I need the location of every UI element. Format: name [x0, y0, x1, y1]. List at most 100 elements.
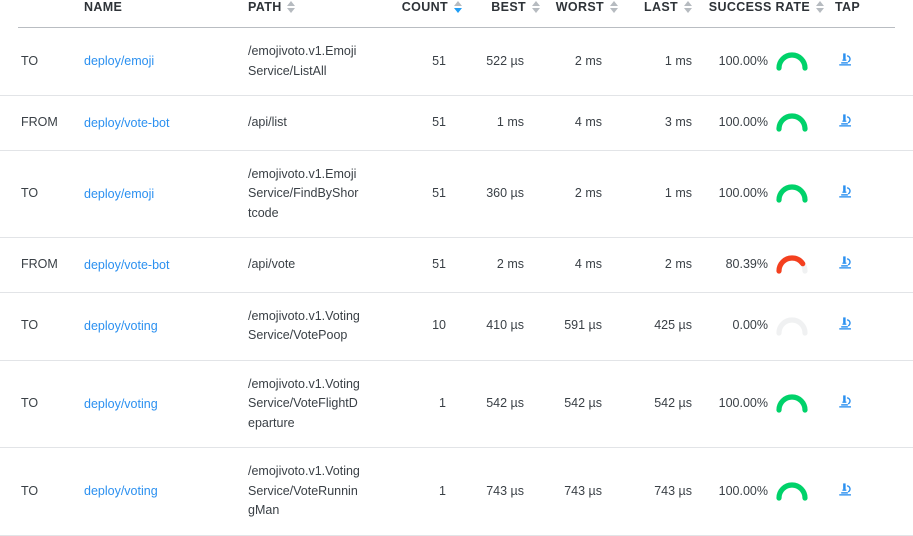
cell-name: deploy/voting [68, 447, 248, 536]
sort-toggle-best[interactable] [531, 1, 540, 13]
tap-button[interactable] [835, 313, 857, 335]
gauge-track [776, 316, 808, 336]
success-rate-value: 80.39% [725, 257, 768, 271]
success-rate-gauge [776, 255, 808, 274]
cell-tap [824, 150, 913, 238]
success-rate-gauge [776, 394, 808, 413]
tap-button[interactable] [835, 110, 857, 132]
cell-name: deploy/emoji [68, 28, 248, 96]
cell-tap [824, 447, 913, 536]
cell-path: /emojivoto.v1.VotingService/VotePoop [248, 292, 366, 361]
gauge-value-arc [776, 482, 808, 501]
cell-path: /emojivoto.v1.VotingService/VoteFlightDe… [248, 360, 366, 448]
cell-success-rate: 100.00% [692, 447, 824, 536]
microscope-icon [839, 53, 851, 66]
success-rate-gauge [776, 52, 808, 71]
success-rate-value: 0.00% [732, 318, 768, 333]
cell-path: /api/vote [248, 237, 366, 293]
success-rate-value: 100.00% [718, 483, 768, 498]
column-label-best: BEST [491, 0, 526, 14]
caret-up-icon [683, 1, 692, 6]
cell-name: deploy/emoji [68, 150, 248, 238]
cell-count: 10 [366, 292, 462, 361]
sort-toggle-worst[interactable] [609, 1, 618, 13]
resource-link[interactable]: deploy/voting [84, 484, 158, 498]
success-rate-gauge [776, 316, 808, 336]
cell-path: /emojivoto.v1.EmojiService/ListAll [248, 28, 366, 96]
cell-path: /emojivoto.v1.VotingService/VoteRunningM… [248, 447, 366, 536]
sort-toggle-count[interactable] [453, 1, 462, 13]
resource-link[interactable]: deploy/voting [84, 318, 158, 333]
table-row: TO deploy/emoji/emojivoto.v1.EmojiService… [0, 28, 913, 96]
microscope-icon [839, 114, 851, 127]
cell-name: deploy/voting [68, 292, 248, 361]
cell-count: 51 [366, 28, 462, 96]
cell-success-rate: 100.00% [692, 95, 824, 151]
caret-down-icon [683, 8, 692, 13]
cell-best: 360 µs [462, 150, 540, 238]
column-label-tap: TAP [835, 0, 861, 14]
cell-count: 1 [366, 360, 462, 448]
cell-count: 51 [366, 237, 462, 293]
table-row: FROM deploy/vote-bot/api/vote 51 2 ms 4 ms 2 … [0, 237, 913, 293]
cell-path: /api/list [248, 95, 366, 151]
success-rate-gauge [776, 113, 808, 132]
gauge-value-arc [776, 184, 808, 203]
caret-down-icon [531, 8, 540, 13]
success-rate-value: 100.00% [718, 53, 768, 68]
cell-last: 2 ms [618, 237, 692, 293]
table-body: TO deploy/emoji/emojivoto.v1.EmojiService… [0, 28, 913, 536]
tap-button[interactable] [835, 391, 857, 413]
caret-up-icon [287, 1, 296, 6]
cell-tap [824, 237, 913, 293]
cell-last: 743 µs [618, 447, 692, 536]
cell-worst: 591 µs [540, 292, 618, 361]
resource-link[interactable]: deploy/emoji [84, 54, 155, 69]
microscope-icon [839, 482, 851, 496]
resource-link[interactable]: deploy/emoji [84, 186, 155, 201]
tap-button[interactable] [835, 252, 857, 274]
column-label-success-rate: SUCCESS RATE [708, 0, 810, 14]
column-header-best[interactable]: BEST [462, 0, 540, 27]
caret-down-icon [287, 8, 296, 13]
sort-toggle-path[interactable] [287, 1, 296, 13]
column-header-direction [0, 0, 68, 27]
sort-toggle-success-rate[interactable] [815, 1, 824, 13]
column-header-success-rate[interactable]: SUCCESS RATE [692, 0, 824, 27]
table-row: TO deploy/voting/emojivoto.v1.VotingServi… [0, 360, 913, 448]
cell-best: 1 ms [462, 95, 540, 151]
tap-button[interactable] [835, 49, 857, 71]
column-header-count[interactable]: COUNT [366, 0, 462, 27]
sort-toggle-last[interactable] [683, 1, 692, 13]
cell-tap [824, 28, 913, 96]
cell-last: 425 µs [618, 292, 692, 361]
tap-button[interactable] [835, 479, 857, 501]
cell-success-rate: 100.00% [692, 150, 824, 238]
resource-link[interactable]: deploy/vote-bot [84, 115, 170, 130]
column-header-path[interactable]: PATH [248, 0, 366, 27]
cell-best: 522 µs [462, 28, 540, 96]
cell-name: deploy/vote-bot [68, 237, 248, 293]
cell-worst: 4 ms [540, 95, 618, 151]
cell-worst: 542 µs [540, 360, 618, 448]
cell-success-rate: 80.39% [692, 237, 824, 293]
cell-best: 743 µs [462, 447, 540, 536]
table-row: TO deploy/voting/emojivoto.v1.VotingServi… [0, 292, 913, 361]
cell-last: 1 ms [618, 150, 692, 238]
resource-link[interactable]: deploy/voting [84, 396, 158, 411]
column-header-last[interactable]: LAST [618, 0, 692, 27]
microscope-icon [839, 317, 851, 330]
divider-line [18, 27, 895, 28]
column-header-worst[interactable]: WORST [540, 0, 618, 27]
tap-button[interactable] [835, 181, 857, 203]
resource-link[interactable]: deploy/vote-bot [84, 257, 170, 272]
gauge-value-arc [776, 255, 808, 274]
table-row: TO deploy/voting/emojivoto.v1.VotingServi… [0, 447, 913, 536]
cell-direction: TO [0, 292, 68, 361]
column-label-path: PATH [248, 0, 282, 14]
cell-worst: 2 ms [540, 150, 618, 238]
caret-up-icon [531, 1, 540, 6]
header-row: NAME PATH COUNT [0, 0, 913, 27]
success-rate-value: 100.00% [718, 115, 768, 129]
cell-tap [824, 360, 913, 448]
